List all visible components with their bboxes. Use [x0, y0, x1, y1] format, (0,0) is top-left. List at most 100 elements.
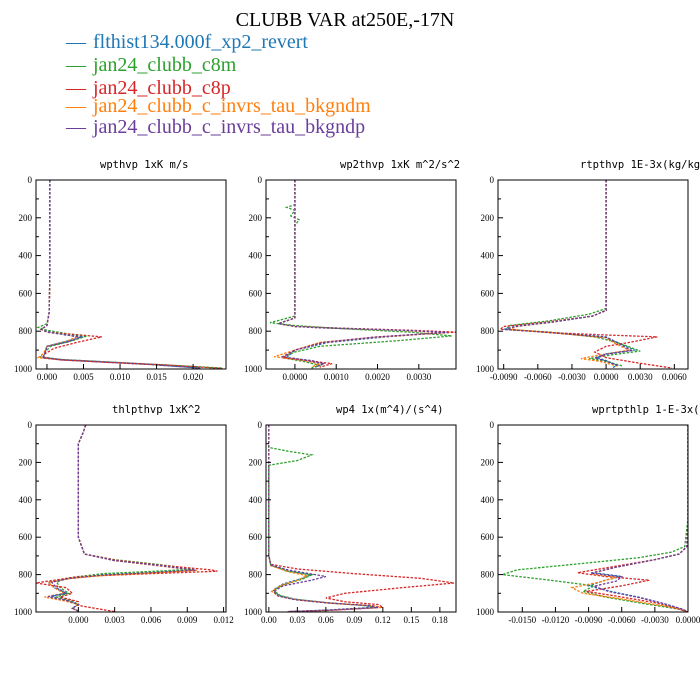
- plot-frame: [35, 424, 227, 613]
- series-group: [268, 425, 455, 612]
- y-tick-label: 600: [249, 532, 263, 542]
- series-line: [268, 425, 374, 612]
- series-line: [505, 180, 634, 367]
- x-tick-label: 0.006: [141, 615, 162, 625]
- x-tick-label: 0.015: [146, 372, 167, 382]
- series-group: [502, 425, 688, 612]
- series-group: [36, 425, 218, 612]
- x-tick-label: -0.0060: [524, 372, 552, 382]
- x-tick-label: 0.0030: [406, 372, 431, 382]
- series-line: [39, 180, 223, 369]
- legend: — flthist134.000f_xp2_revert — jan24_clu…: [65, 31, 371, 138]
- y-tick-label: 0: [28, 420, 33, 430]
- chart-panel: thlpthvp 1xK^2 0 200 400 600 800 1000 0.000 0.00…: [14, 404, 234, 625]
- x-tick-label: 0.009: [177, 615, 198, 625]
- series-line: [36, 180, 223, 369]
- panel-title: rtpthvp 1E-3x(kg/kg) K: [580, 159, 700, 171]
- y-tick-label: 1000: [14, 607, 33, 617]
- y-tick-label: 1000: [476, 364, 495, 374]
- panel-title: wprtpthlp 1-E-3x(m kg K)/(s kg): [592, 404, 700, 416]
- series-line: [54, 425, 194, 612]
- y-tick-label: 400: [19, 495, 33, 505]
- x-tick-label: 0.0000: [594, 372, 619, 382]
- series-line: [46, 425, 194, 612]
- legend-label: jan24_clubb_c_invrs_tau_bkgndm: [92, 95, 371, 117]
- legend-label: jan24_clubb_c8p: [92, 77, 231, 99]
- x-tick-label: 0.012: [213, 615, 233, 625]
- legend-dash: —: [65, 54, 87, 76]
- legend-dash: —: [65, 116, 87, 138]
- x-tick-label: 0.0060: [662, 372, 687, 382]
- y-tick-label: 1000: [14, 364, 33, 374]
- series-group: [498, 180, 673, 369]
- series-line: [509, 180, 631, 367]
- x-tick-label: 0.000: [37, 372, 58, 382]
- legend-dash: —: [65, 95, 87, 117]
- y-tick-label: 0: [28, 175, 33, 185]
- panel-title: wp2thvp 1xK m^2/s^2: [340, 159, 460, 171]
- y-tick-label: 400: [481, 251, 495, 261]
- y-tick-label: 800: [249, 326, 263, 336]
- y-tick-label: 800: [481, 326, 495, 336]
- series-line: [39, 180, 201, 369]
- y-tick-label: 0: [258, 420, 263, 430]
- x-tick-label: -0.0090: [490, 372, 518, 382]
- y-tick-label: 800: [19, 570, 33, 580]
- legend-item: — jan24_clubb_c8p: [65, 77, 231, 99]
- x-tick-label: 0.03: [289, 615, 305, 625]
- series-line: [570, 425, 688, 612]
- x-tick-label: 0.00: [261, 615, 277, 625]
- x-tick-label: 0.020: [183, 372, 204, 382]
- figure-title: CLUBB VAR at250E,-17N: [236, 9, 455, 31]
- x-tick-label: 0.09: [346, 615, 362, 625]
- series-line: [503, 180, 637, 369]
- series-line: [268, 425, 382, 612]
- y-tick-label: 200: [249, 213, 263, 223]
- y-tick-label: 600: [249, 288, 263, 298]
- x-tick-label: 0.18: [432, 615, 448, 625]
- x-tick-label: 0.0000: [283, 372, 308, 382]
- panel-title: wp4 1x(m^4)/(s^4): [336, 404, 443, 416]
- chart-panel: rtpthvp 1E-3x(kg/kg) K02004006008001000-…: [476, 159, 700, 382]
- series-line: [590, 425, 688, 612]
- y-tick-label: 600: [19, 532, 33, 542]
- plot-frame: [35, 179, 227, 370]
- y-tick-label: 400: [249, 251, 263, 261]
- x-tick-label: 0.000: [68, 615, 89, 625]
- y-tick-label: 1000: [244, 607, 263, 617]
- x-tick-label: 0.003: [105, 615, 126, 625]
- x-tick-label: 0.15: [403, 615, 419, 625]
- series-line: [268, 425, 379, 612]
- series-group: [36, 180, 223, 369]
- y-tick-label: 0: [258, 175, 263, 185]
- series-line: [278, 180, 448, 368]
- y-tick-label: 600: [19, 288, 33, 298]
- y-tick-label: 1000: [244, 364, 263, 374]
- y-tick-label: 200: [481, 457, 495, 467]
- legend-item: — jan24_clubb_c_invrs_tau_bkgndm: [65, 95, 371, 117]
- x-tick-label: 0.0030: [628, 372, 653, 382]
- y-tick-label: 800: [19, 326, 33, 336]
- series-line: [44, 425, 198, 612]
- y-tick-label: 800: [249, 570, 263, 580]
- y-tick-label: 200: [19, 457, 33, 467]
- legend-item: — jan24_clubb_c8m: [65, 54, 237, 76]
- y-tick-label: 200: [481, 213, 495, 223]
- x-tick-label: 0.0000: [676, 615, 700, 625]
- series-line: [269, 180, 452, 369]
- series-line: [498, 180, 673, 369]
- x-tick-label: -0.0090: [575, 615, 603, 625]
- x-tick-label: 0.005: [73, 372, 94, 382]
- legend-item: — jan24_clubb_c_invrs_tau_bkgndp: [65, 116, 365, 138]
- series-line: [268, 425, 376, 612]
- legend-label: jan24_clubb_c8m: [92, 54, 237, 76]
- panel-title: thlpthvp 1xK^2: [112, 404, 201, 416]
- y-tick-label: 0: [490, 420, 495, 430]
- x-tick-label: -0.0150: [508, 615, 536, 625]
- legend-label: jan24_clubb_c_invrs_tau_bkgndp: [92, 116, 365, 138]
- x-tick-label: -0.0030: [558, 372, 586, 382]
- x-tick-label: 0.0010: [324, 372, 349, 382]
- y-tick-label: 400: [249, 495, 263, 505]
